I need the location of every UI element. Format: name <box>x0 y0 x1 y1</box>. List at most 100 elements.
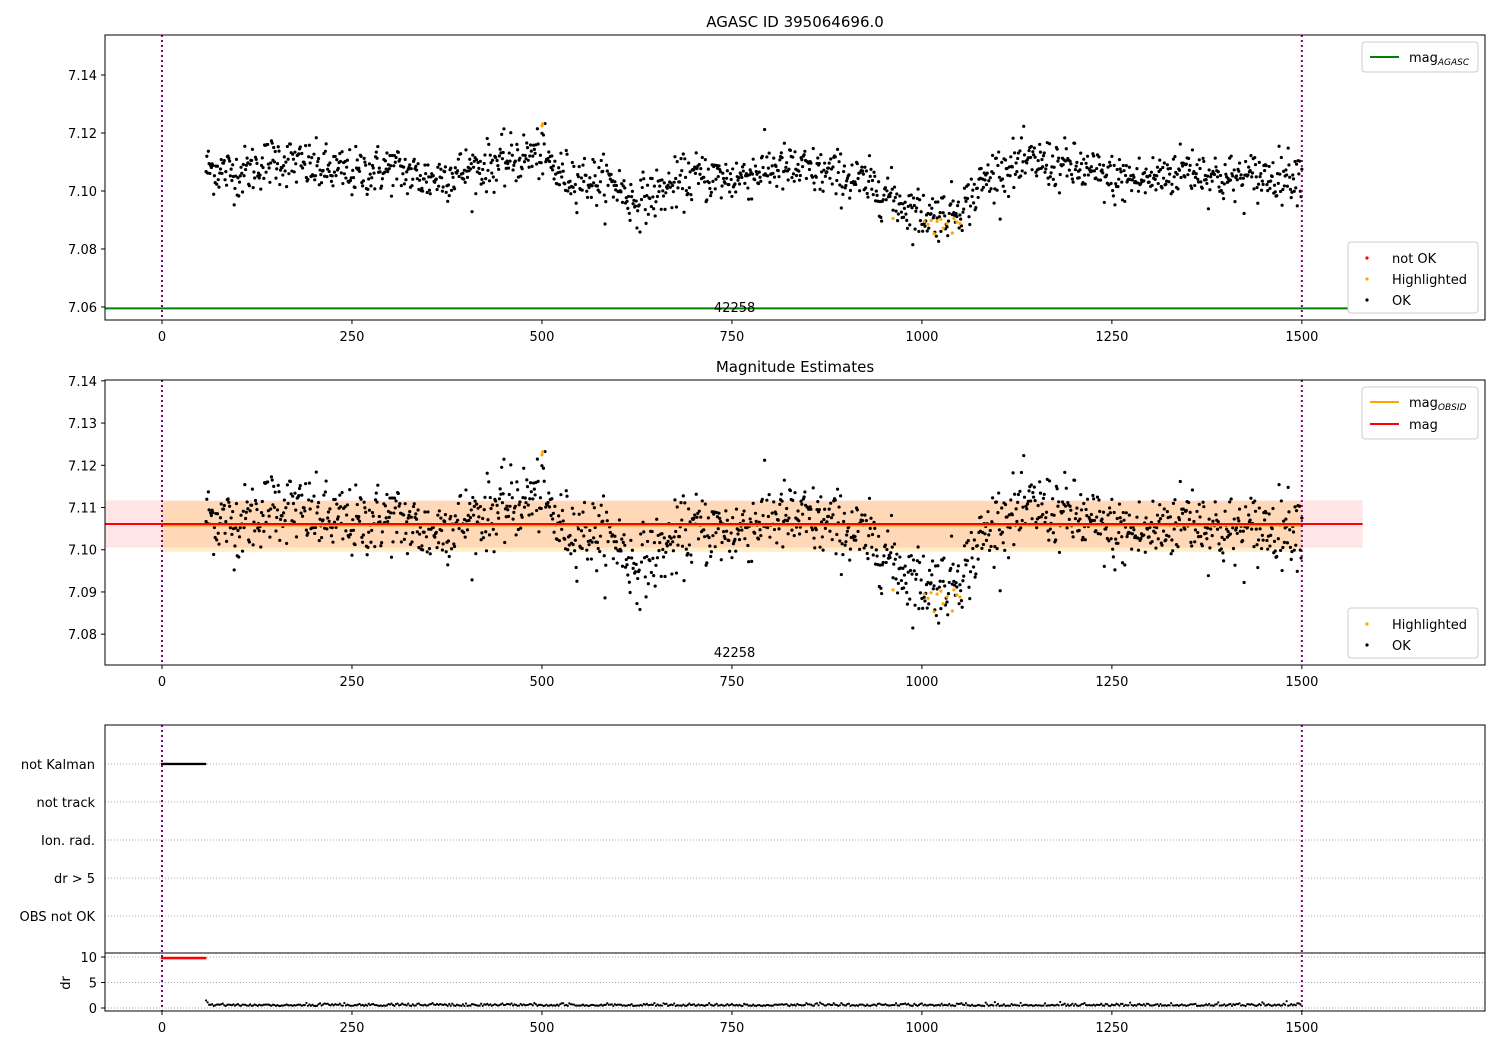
ok-point <box>792 534 796 538</box>
ok-point <box>1264 511 1268 515</box>
dr-point <box>1005 1004 1009 1007</box>
ok-point <box>536 142 540 146</box>
ok-point <box>345 165 349 169</box>
ok-point <box>533 493 537 497</box>
ok-point <box>687 507 691 511</box>
ok-point <box>219 502 223 506</box>
ok-point <box>1236 516 1240 520</box>
ok-point <box>1000 530 1005 534</box>
ok-point <box>1224 172 1228 176</box>
ok-point <box>1158 158 1162 162</box>
dr-point <box>768 1004 772 1007</box>
ok-point <box>420 544 424 548</box>
ok-point <box>683 175 688 179</box>
ok-point <box>1049 171 1053 175</box>
ok-point <box>1098 178 1103 182</box>
ok-point <box>879 586 883 590</box>
ok-point <box>1273 190 1277 194</box>
ok-point <box>918 560 922 565</box>
ok-point <box>498 487 502 491</box>
ok-point <box>957 602 961 606</box>
ok-point <box>842 511 846 515</box>
ok-point <box>990 520 994 524</box>
ok-point <box>850 510 854 514</box>
ok-point <box>823 526 827 530</box>
ok-point <box>215 182 219 186</box>
ok-point <box>514 533 518 537</box>
ok-point <box>601 152 606 156</box>
dr-point <box>208 1003 211 1006</box>
ok-point <box>821 189 825 193</box>
ok-point <box>418 173 422 178</box>
ok-point <box>984 538 989 542</box>
ok-point <box>1156 537 1160 541</box>
ok-point <box>542 142 546 146</box>
ok-point <box>614 546 618 550</box>
ok-point <box>1032 495 1036 499</box>
dr-point <box>645 1002 648 1005</box>
ok-point <box>1297 159 1302 163</box>
ok-point <box>763 458 767 462</box>
ok-point <box>742 509 746 513</box>
ok-point <box>248 509 252 513</box>
ok-point <box>474 552 478 556</box>
ok-point <box>394 155 398 160</box>
ok-point <box>549 513 553 518</box>
ok-point <box>957 226 961 230</box>
ok-point <box>1219 188 1223 193</box>
ok-point <box>506 166 511 170</box>
ok-point <box>702 175 706 179</box>
ok-point <box>687 543 691 547</box>
dr-point <box>1212 1004 1215 1007</box>
ok-point <box>261 513 265 518</box>
ok-point <box>1079 162 1084 166</box>
ok-point <box>1032 153 1036 157</box>
ok-point <box>648 196 652 201</box>
ok-point <box>622 533 626 537</box>
ok-point <box>913 603 917 607</box>
ok-point <box>997 528 1002 532</box>
ok-point <box>1294 186 1298 190</box>
ok-point <box>520 167 524 171</box>
ok-point <box>653 584 657 588</box>
dr-point <box>708 1001 711 1005</box>
ok-point <box>835 532 839 537</box>
ok-point <box>1192 519 1196 524</box>
dr-point <box>1019 1001 1022 1005</box>
ok-point <box>750 197 754 201</box>
ok-point <box>284 506 288 510</box>
dr-point <box>803 1003 806 1007</box>
dr-point <box>1299 1003 1302 1006</box>
ok-point <box>1073 478 1077 482</box>
dr-point <box>206 1001 209 1004</box>
dr-point <box>1206 1004 1209 1007</box>
ok-point <box>713 545 717 549</box>
ok-point <box>531 154 535 158</box>
ok-point <box>481 181 486 185</box>
ok-point <box>1213 156 1217 160</box>
dr-point <box>1118 1004 1121 1007</box>
ok-point <box>781 187 785 191</box>
dr-point <box>992 1004 995 1007</box>
ok-point <box>395 530 399 534</box>
ok-point <box>599 158 603 163</box>
ok-point <box>341 537 345 541</box>
ok-point <box>1193 540 1197 544</box>
ok-point <box>571 185 575 189</box>
ok-point <box>1085 513 1089 518</box>
ok-point <box>240 549 245 553</box>
ok-point <box>1275 554 1279 559</box>
ok-point <box>767 492 771 497</box>
dr-point <box>917 1003 920 1007</box>
ok-point <box>1265 538 1269 543</box>
ok-point <box>864 169 869 173</box>
highlighted-point <box>952 588 956 592</box>
ok-point <box>892 185 897 189</box>
ok-point <box>574 201 578 205</box>
dr-point <box>911 1004 914 1007</box>
ok-point <box>285 483 289 487</box>
ok-point <box>231 163 235 167</box>
ok-point <box>1121 510 1125 515</box>
ok-point <box>569 552 573 556</box>
ok-point <box>1071 535 1075 539</box>
